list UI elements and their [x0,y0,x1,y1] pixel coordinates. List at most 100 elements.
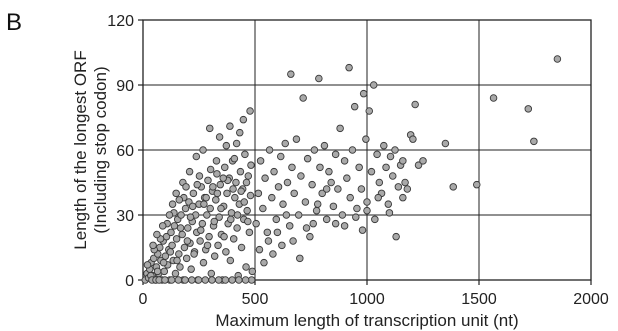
panel-label: B [6,9,22,36]
data-point [241,150,249,159]
data-point [172,189,180,198]
y-tick-label: 120 [107,13,134,30]
data-point [264,237,273,245]
data-point [212,157,221,165]
data-point [153,267,162,276]
data-point [283,178,292,187]
data-point [165,211,174,219]
data-point [221,276,230,284]
data-point [174,276,183,284]
data-point [158,222,167,230]
data-point [232,178,240,187]
data-point [182,254,191,263]
data-point [149,241,157,250]
data-point [449,183,457,191]
data-point [246,191,255,200]
data-point [355,163,363,172]
data-point [297,172,305,180]
data-point [206,124,214,133]
data-point [188,202,197,211]
data-point [203,211,211,219]
data-point [171,269,180,278]
data-point [409,135,417,143]
data-point [247,161,255,169]
data-point [312,206,321,215]
data-point [261,174,269,182]
data-point [242,263,250,271]
data-point [203,241,212,250]
x-axis-ticks: 0 500 1000 1500 2000 [139,280,609,308]
data-point [384,200,393,208]
data-point [268,193,276,202]
data-point [233,211,242,219]
data-point [363,198,371,206]
data-point [382,163,390,172]
y-tick-label: 60 [116,143,134,160]
data-point [182,183,190,191]
data-point [210,252,219,260]
data-point [394,183,403,191]
data-point [206,204,214,213]
data-point [242,178,251,187]
data-point [282,211,291,219]
data-point [255,245,264,254]
data-point [188,276,196,284]
data-point [273,228,282,237]
data-point [313,200,322,208]
data-point [306,232,314,241]
data-point [329,202,338,211]
data-point [399,157,407,165]
y-axis-subtitle: (Including stop codon) [91,66,110,233]
data-point [214,276,223,284]
data-point [270,167,278,176]
x-tick-label: 500 [242,291,269,308]
data-point [235,276,243,284]
data-point [189,189,198,198]
data-point [217,204,225,213]
data-point [223,189,231,198]
data-point [256,157,265,165]
data-point [334,185,342,193]
data-point [301,198,310,206]
data-point [244,172,253,180]
data-point [290,189,298,198]
data-point [362,135,370,143]
data-point [236,167,245,176]
data-point [272,215,281,224]
data-point [192,152,201,161]
data-point [181,276,189,284]
data-point [232,139,241,148]
data-point [201,276,210,284]
data-point [231,193,239,202]
data-point [199,146,207,154]
data-point [419,157,427,165]
data-point [375,178,384,187]
grid-lines [143,20,591,280]
data-point [180,243,189,252]
data-point [289,237,297,245]
data-point [202,193,210,202]
data-point [374,193,382,202]
y-tick-label: 0 [125,273,134,290]
data-point [327,178,335,187]
data-point [331,219,340,228]
data-point [168,241,176,250]
data-point [160,267,169,276]
data-point [178,230,186,239]
data-point [183,237,192,245]
data-point [197,226,205,234]
x-tick-label: 0 [139,291,148,308]
data-point [193,180,201,189]
data-point [403,185,412,193]
y-tick-label: 30 [116,208,134,225]
data-point [229,235,238,243]
data-point [194,276,203,284]
data-point [213,189,222,198]
data-point [226,256,235,265]
data-point [358,226,367,234]
data-point [385,209,394,217]
data-point [285,222,294,230]
data-point [296,254,304,263]
data-point [199,258,208,267]
data-point [229,185,237,193]
